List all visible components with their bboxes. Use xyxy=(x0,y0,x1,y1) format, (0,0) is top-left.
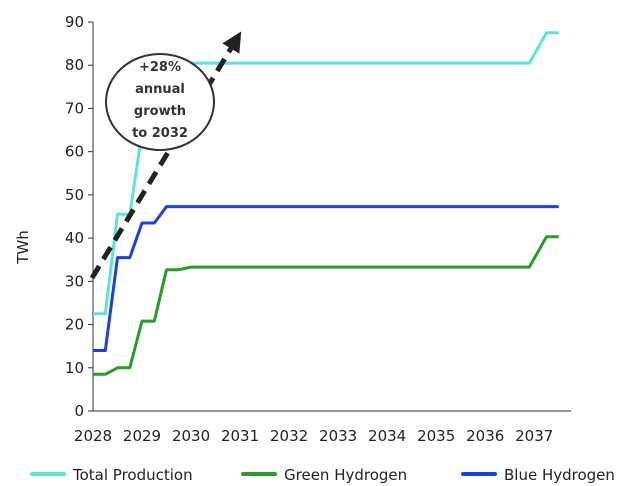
legend-label-green-hydrogen: Green Hydrogen xyxy=(284,466,407,484)
y-tick-label: 80 xyxy=(65,56,84,74)
growth-annotation: +28% annual growth to 2032 xyxy=(89,31,242,280)
y-tick-label: 30 xyxy=(65,272,84,290)
y-axis-label: TWh xyxy=(14,230,32,265)
x-tick-label: 2035 xyxy=(417,427,455,445)
y-axis: 0 10 20 30 40 50 60 70 80 90 TWh xyxy=(14,13,94,420)
y-tick-label: 10 xyxy=(65,359,84,377)
legend: Total Production Green Hydrogen Blue Hydro… xyxy=(30,466,615,484)
y-tick-labels: 0 10 20 30 40 50 60 70 80 90 xyxy=(65,13,93,420)
series-line-green-hydrogen xyxy=(93,235,559,376)
x-tick-label: 2028 xyxy=(74,427,112,445)
x-tick-labels: 2028 2029 2030 2031 2032 2033 2034 2035 2036 2037 xyxy=(74,427,553,445)
y-tick-label: 50 xyxy=(65,186,84,204)
y-tick-label: 0 xyxy=(74,402,84,420)
x-tick-label: 2036 xyxy=(466,427,504,445)
x-tick-label: 2033 xyxy=(319,427,357,445)
annotation-line-3: growth xyxy=(134,104,186,119)
y-tick-label: 90 xyxy=(65,13,84,31)
y-tick-label: 40 xyxy=(65,229,84,247)
annotation-bubble xyxy=(105,53,215,151)
series-line-blue-hydrogen xyxy=(93,205,559,352)
x-axis: 2028 2029 2030 2031 2032 2033 2034 2035 2036 2037 xyxy=(74,410,571,445)
x-tick-label: 2032 xyxy=(270,427,308,445)
y-tick-label: 60 xyxy=(65,143,84,161)
y-tick-label: 70 xyxy=(65,99,84,117)
series-line-total-production xyxy=(93,31,559,316)
annotation-line-1: +28% xyxy=(139,60,181,75)
legend-label-blue-hydrogen: Blue Hydrogen xyxy=(504,466,615,484)
legend-label-total-production: Total Production xyxy=(72,466,193,484)
series-lines xyxy=(93,31,559,376)
x-tick-label: 2034 xyxy=(368,427,406,445)
annotation-line-4: to 2032 xyxy=(132,126,188,141)
x-tick-label: 2029 xyxy=(123,427,161,445)
x-tick-label: 2037 xyxy=(515,427,553,445)
x-tick-label: 2031 xyxy=(221,427,259,445)
annotation-line-2: annual xyxy=(135,82,185,97)
growth-arrow xyxy=(89,31,242,280)
x-tick-label: 2030 xyxy=(172,427,210,445)
y-tick-label: 20 xyxy=(65,316,84,334)
